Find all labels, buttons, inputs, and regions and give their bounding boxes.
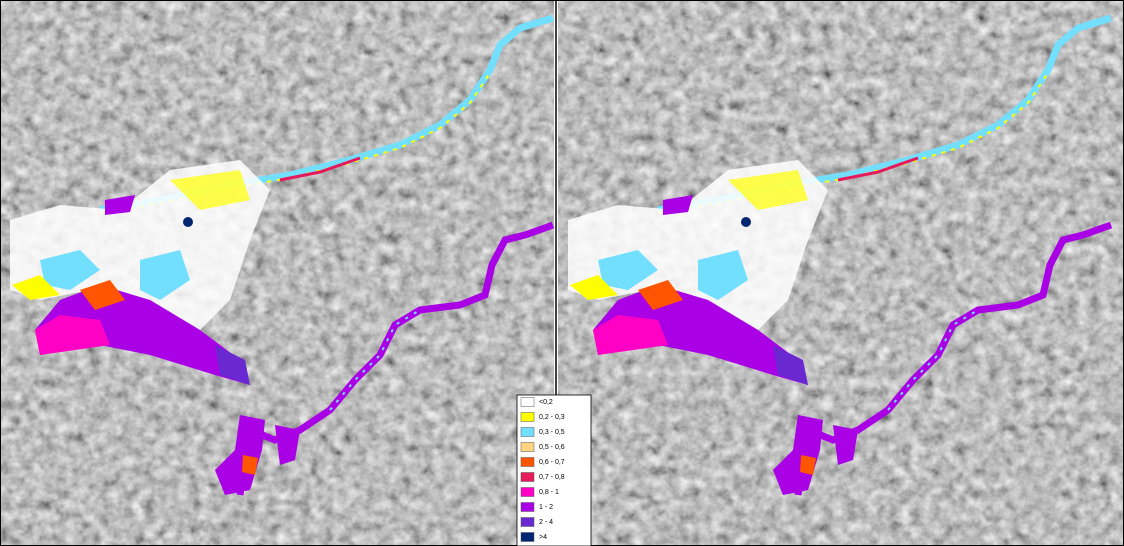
legend-label: 0,7 - 0,8 xyxy=(539,474,565,481)
legend-swatch xyxy=(520,487,535,497)
legend-label: 0,8 - 1 xyxy=(539,489,559,496)
legend-label: 0,5 - 0,6 xyxy=(539,444,565,451)
legend: <0,2 0,2 - 0,3 0,3 - 0,5 0,5 - 0,6 0,6 - 0,7… xyxy=(516,394,592,546)
legend-swatch xyxy=(520,457,535,467)
legend-swatch xyxy=(520,517,535,527)
legend-swatch xyxy=(520,397,535,407)
legend-label: 0,3 - 0,5 xyxy=(539,429,565,436)
legend-swatch xyxy=(520,442,535,452)
legend-label: 0,6 - 0,7 xyxy=(539,459,565,466)
legend-label: 0,2 - 0,3 xyxy=(539,414,565,421)
legend-swatch xyxy=(520,427,535,437)
legend-swatch xyxy=(520,412,535,422)
legend-label: 2 - 4 xyxy=(539,519,553,526)
legend-swatch xyxy=(520,472,535,482)
legend-swatch xyxy=(520,532,535,542)
legend-swatch xyxy=(520,502,535,512)
legend-label: >4 xyxy=(539,534,547,541)
legend-label: 1 - 2 xyxy=(539,504,553,511)
legend-label: <0,2 xyxy=(539,399,553,406)
